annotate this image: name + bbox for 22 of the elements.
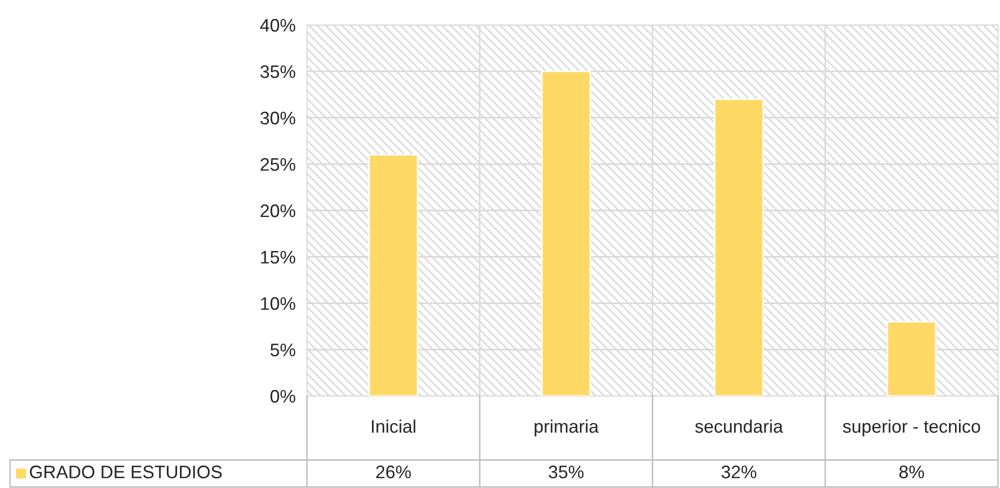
legend-label: GRADO DE ESTUDIOS [30,466,222,478]
x-tick-label: superior - tecnico [842,420,980,436]
x-tick-label: secundaria [695,420,784,433]
bar [886,321,937,396]
y-tick-label: 20% [260,204,296,218]
data-label: 32% [721,466,756,478]
y-tick-label: 25% [260,158,296,171]
x-tick-label: primaria [534,420,599,436]
data-label: 26% [376,466,411,478]
y-tick-label: 35% [260,65,296,78]
y-tick-label: 40% [260,18,296,32]
y-tick-label: 30% [260,112,296,124]
bar [368,154,418,396]
y-tick-label: 15% [261,250,296,264]
y-tick-label: 5% [270,344,296,356]
y-tick-label: 0% [270,390,296,403]
data-label: 8% [899,466,924,478]
x-tick-label: Inicial [372,420,416,433]
y-tick-label: 10% [261,297,296,310]
data-label: 35% [548,466,584,478]
bar [714,98,764,396]
bar [541,70,592,396]
